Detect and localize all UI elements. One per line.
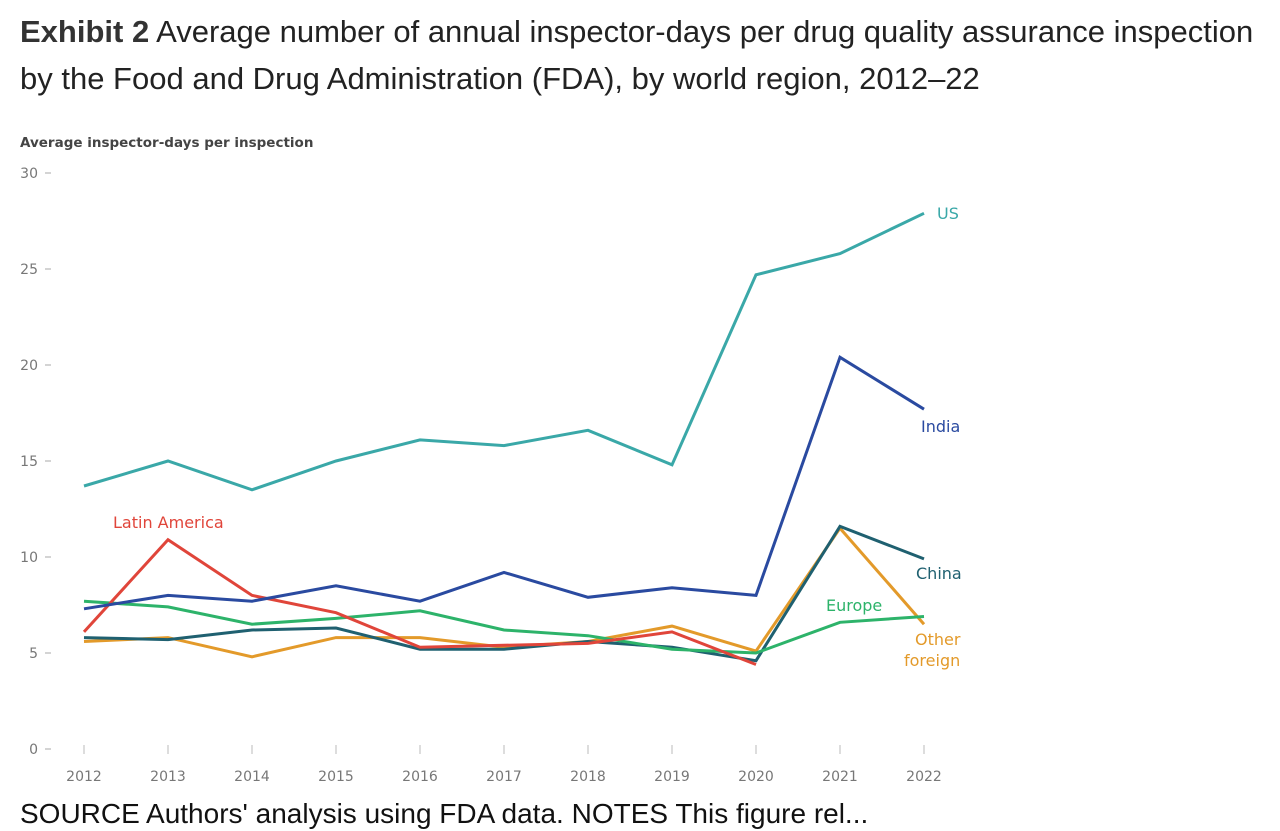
title-text: Average number of annual inspector-days …	[20, 14, 1254, 96]
x-tick-label: 2013	[150, 769, 186, 785]
x-tick-label: 2014	[234, 769, 270, 785]
label-other-foreign-line1: Other	[915, 630, 961, 649]
exhibit-label: Exhibit 2	[20, 14, 150, 49]
y-tick-label: 30	[20, 166, 38, 182]
y-tick-label: 25	[20, 262, 38, 278]
series-line-china	[83, 524, 925, 663]
series-line-india	[83, 355, 925, 611]
x-tick-label: 2012	[66, 769, 102, 785]
series-line-us	[83, 211, 925, 492]
x-tick-label: 2021	[822, 769, 858, 785]
y-axis-label: Average inspector-days per inspection	[20, 135, 313, 151]
y-tick-label: 20	[20, 358, 38, 374]
label-latin-america: Latin America	[113, 513, 224, 532]
x-tick-label: 2016	[402, 769, 438, 785]
x-tick-label: 2022	[906, 769, 942, 785]
y-axis: 0 5 10 15 20 25 30	[20, 166, 51, 758]
x-tick-label: 2019	[654, 769, 690, 785]
series-line-latin-america	[82, 537, 757, 666]
x-tick-label: 2017	[486, 769, 522, 785]
line-chart: Average inspector-days per inspection 0 5…	[20, 135, 962, 785]
source-note: SOURCE Authors' analysis using FDA data.…	[20, 798, 869, 829]
y-tick-label: 15	[20, 454, 38, 470]
y-tick-label: 10	[20, 550, 38, 566]
label-china: China	[916, 564, 962, 583]
series-line-europe	[83, 599, 925, 655]
y-tick-label: 0	[29, 742, 38, 758]
series-lines	[82, 211, 926, 666]
y-tick-label: 5	[29, 646, 38, 662]
series-labels: US India Latin America China Europe Othe…	[113, 204, 962, 670]
label-india: India	[921, 417, 960, 436]
label-europe: Europe	[826, 596, 882, 615]
chart-title: Exhibit 2 Average number of annual inspe…	[20, 8, 1260, 102]
x-axis: 2012 2013 2014 2015 2016 2017 2018 2019 2020 2021…	[66, 745, 942, 785]
x-tick-label: 2015	[318, 769, 354, 785]
x-tick-label: 2020	[738, 769, 774, 785]
x-tick-label: 2018	[570, 769, 606, 785]
label-us: US	[937, 204, 959, 223]
label-other-foreign-line2: foreign	[904, 651, 960, 670]
series-line-other-foreign	[83, 525, 926, 659]
